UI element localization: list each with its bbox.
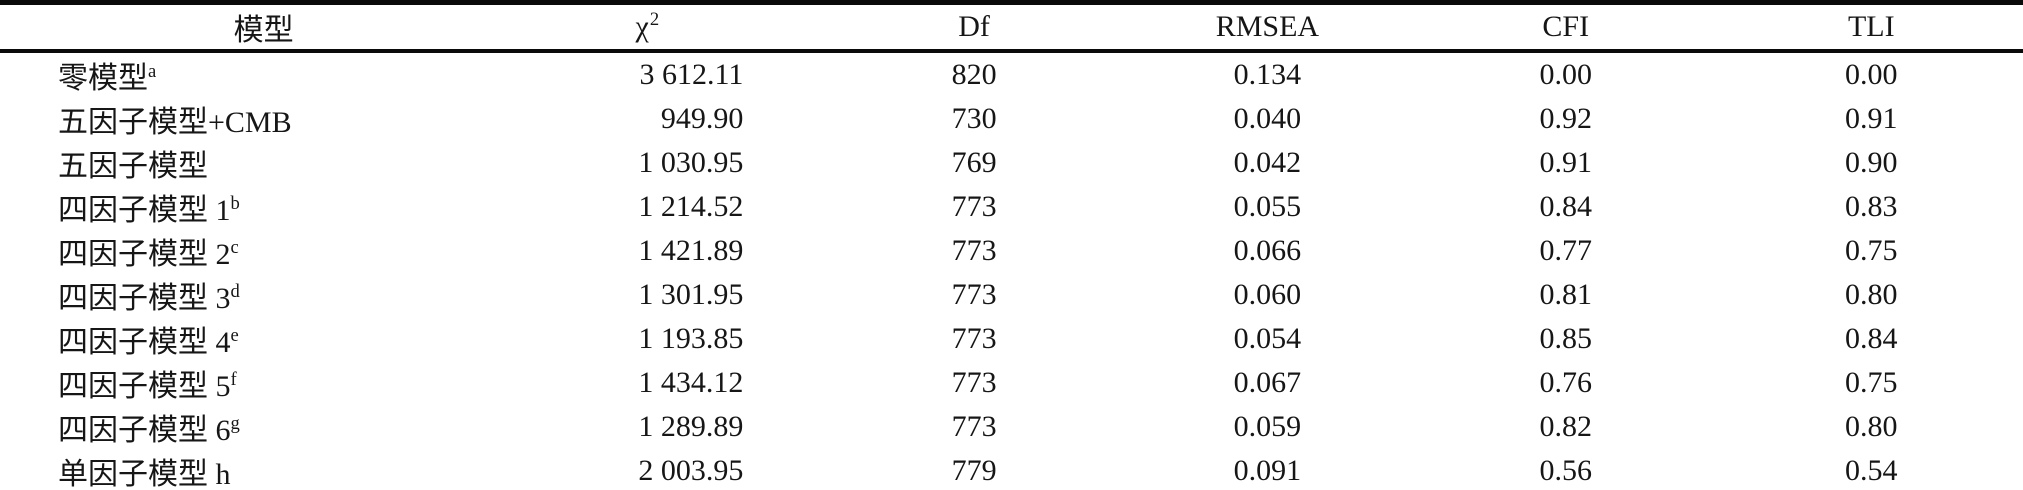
df-value-cell: 773 (951, 190, 997, 223)
tli-value-cell: 0.84 (1845, 322, 1898, 355)
model-name-cell: 五因子模型+CMB (0, 97, 469, 141)
model-name-cell: 四因子模型 5f (0, 361, 469, 405)
model-name: 四因子模型 3 (58, 282, 231, 315)
table-row: 四因子模型 4e 1 193.85 773 0.054 0.85 0.84 (0, 317, 2023, 361)
tli-value-cell: 0.80 (1845, 278, 1898, 311)
cfi-value-cell: 0.76 (1539, 366, 1593, 399)
table-row: 四因子模型 5f 1 434.12 773 0.067 0.76 0.75 (0, 361, 2023, 405)
model-name: 四因子模型 4 (58, 326, 231, 359)
tli-value-cell: 0.75 (1845, 366, 1898, 399)
model-name: 五因子模型+CMB (58, 106, 292, 139)
tli-value-cell: 0.91 (1845, 102, 1898, 135)
model-name: 四因子模型 1 (58, 194, 231, 227)
tli-value-cell: 0.83 (1845, 190, 1898, 223)
chi-square-value-cell: 1 214.52 (638, 190, 744, 223)
model-note-superscript: f (230, 369, 237, 390)
df-value-cell: 773 (951, 366, 997, 399)
model-note-superscript: e (230, 325, 239, 346)
cfi-value-cell: 0.82 (1539, 410, 1593, 443)
df-value-cell: 773 (951, 278, 997, 311)
model-note-superscript: a (148, 61, 157, 82)
cfi-value-cell: 0.77 (1539, 234, 1593, 267)
rmsea-value-cell: 0.059 (1233, 410, 1302, 443)
chi-square-value-cell: 1 434.12 (638, 366, 744, 399)
chi-square-label: χ2 (635, 9, 660, 43)
cfi-value-cell: 0.92 (1539, 102, 1593, 135)
table-row: 四因子模型 6g 1 289.89 773 0.059 0.82 0.80 (0, 405, 2023, 449)
table-row: 五因子模型+CMB 949.90 730 0.040 0.92 0.91 (0, 97, 2023, 141)
cfi-value-cell: 0.00 (1539, 58, 1593, 91)
table-header: 模型 χ2 Df RMSEA CFI TLI (0, 3, 2023, 52)
df-value-cell: 769 (951, 146, 997, 179)
table-row: 零模型a 3 612.11 820 0.134 0.00 0.00 (0, 51, 2023, 97)
model-name: 四因子模型 5 (58, 370, 231, 403)
model-name: 零模型 (58, 62, 148, 95)
table-row: 四因子模型 2c 1 421.89 773 0.066 0.77 0.75 (0, 229, 2023, 273)
tli-value-cell: 0.75 (1845, 234, 1898, 267)
chi-square-value-cell: 1 030.95 (638, 146, 744, 179)
table-row: 五因子模型 1 030.95 769 0.042 0.91 0.90 (0, 141, 2023, 185)
header-df: Df (958, 10, 990, 43)
chi-square-value-cell: 1 301.95 (638, 278, 744, 311)
model-name-cell: 四因子模型 4e (0, 317, 469, 361)
table-row: 四因子模型 3d 1 301.95 773 0.060 0.81 0.80 (0, 273, 2023, 317)
model-name-cell: 零模型a (0, 51, 469, 97)
model-name: 四因子模型 2 (58, 238, 231, 271)
df-value-cell: 773 (951, 410, 997, 443)
model-name-cell: 四因子模型 2c (0, 229, 469, 273)
chi-square-value-cell: 1 289.89 (638, 410, 744, 443)
rmsea-value-cell: 0.055 (1233, 190, 1302, 223)
cfi-value-cell: 0.84 (1539, 190, 1593, 223)
header-rmsea: RMSEA (1215, 10, 1320, 43)
tli-value-cell: 0.54 (1845, 454, 1898, 487)
rmsea-value-cell: 0.067 (1233, 366, 1302, 399)
cfi-value-cell: 0.81 (1539, 278, 1593, 311)
model-name-cell: 五因子模型 (0, 141, 469, 185)
tli-value-cell: 0.00 (1845, 58, 1898, 91)
rmsea-value-cell: 0.060 (1233, 278, 1302, 311)
model-name: 四因子模型 6 (58, 414, 231, 447)
header-row: 模型 χ2 Df RMSEA CFI TLI (0, 3, 2023, 52)
model-name-cell: 四因子模型 6g (0, 405, 469, 449)
rmsea-value-cell: 0.054 (1233, 322, 1302, 355)
table-row: 四因子模型 1b 1 214.52 773 0.055 0.84 0.83 (0, 185, 2023, 229)
header-cfi: CFI (1542, 10, 1590, 43)
header-chi-square: χ2 (469, 3, 825, 52)
df-value-cell: 730 (951, 102, 997, 135)
model-note-superscript: d (230, 281, 240, 302)
chi-square-value-cell: 949.90 (660, 102, 744, 135)
tli-value-cell: 0.90 (1845, 146, 1898, 179)
model-name: 单因子模型 h (58, 458, 231, 490)
df-value-cell: 773 (951, 234, 997, 267)
rmsea-value-cell: 0.134 (1233, 58, 1302, 91)
model-name-cell: 四因子模型 3d (0, 273, 469, 317)
model-name-cell: 单因子模型 h (0, 449, 469, 490)
cfi-value-cell: 0.56 (1539, 454, 1593, 487)
rmsea-value-cell: 0.091 (1233, 454, 1302, 487)
header-tli: TLI (1847, 10, 1895, 43)
df-value-cell: 773 (951, 322, 997, 355)
cfi-value-cell: 0.91 (1539, 146, 1593, 179)
df-value-cell: 820 (951, 58, 997, 91)
model-note-superscript: b (230, 193, 240, 214)
tli-value-cell: 0.80 (1845, 410, 1898, 443)
model-note-superscript: g (230, 413, 240, 434)
model-note-superscript: c (230, 237, 239, 258)
df-value-cell: 779 (951, 454, 997, 487)
cfi-value-cell: 0.85 (1539, 322, 1593, 355)
chi-square-value-cell: 1 421.89 (638, 234, 744, 267)
model-name-cell: 四因子模型 1b (0, 185, 469, 229)
table-row: 单因子模型 h 2 003.95 779 0.091 0.56 0.54 (0, 449, 2023, 490)
rmsea-value-cell: 0.066 (1233, 234, 1302, 267)
chi-square-value-cell: 3 612.11 (639, 58, 744, 91)
chi-square-value-cell: 1 193.85 (638, 322, 744, 355)
rmsea-value-cell: 0.040 (1233, 102, 1302, 135)
header-model: 模型 (233, 14, 294, 47)
table-body: 零模型a 3 612.11 820 0.134 0.00 0.00 五因子模型+… (0, 51, 2023, 490)
model-name: 五因子模型 (58, 150, 208, 183)
chi-square-value-cell: 2 003.95 (638, 454, 744, 487)
rmsea-value-cell: 0.042 (1233, 146, 1302, 179)
